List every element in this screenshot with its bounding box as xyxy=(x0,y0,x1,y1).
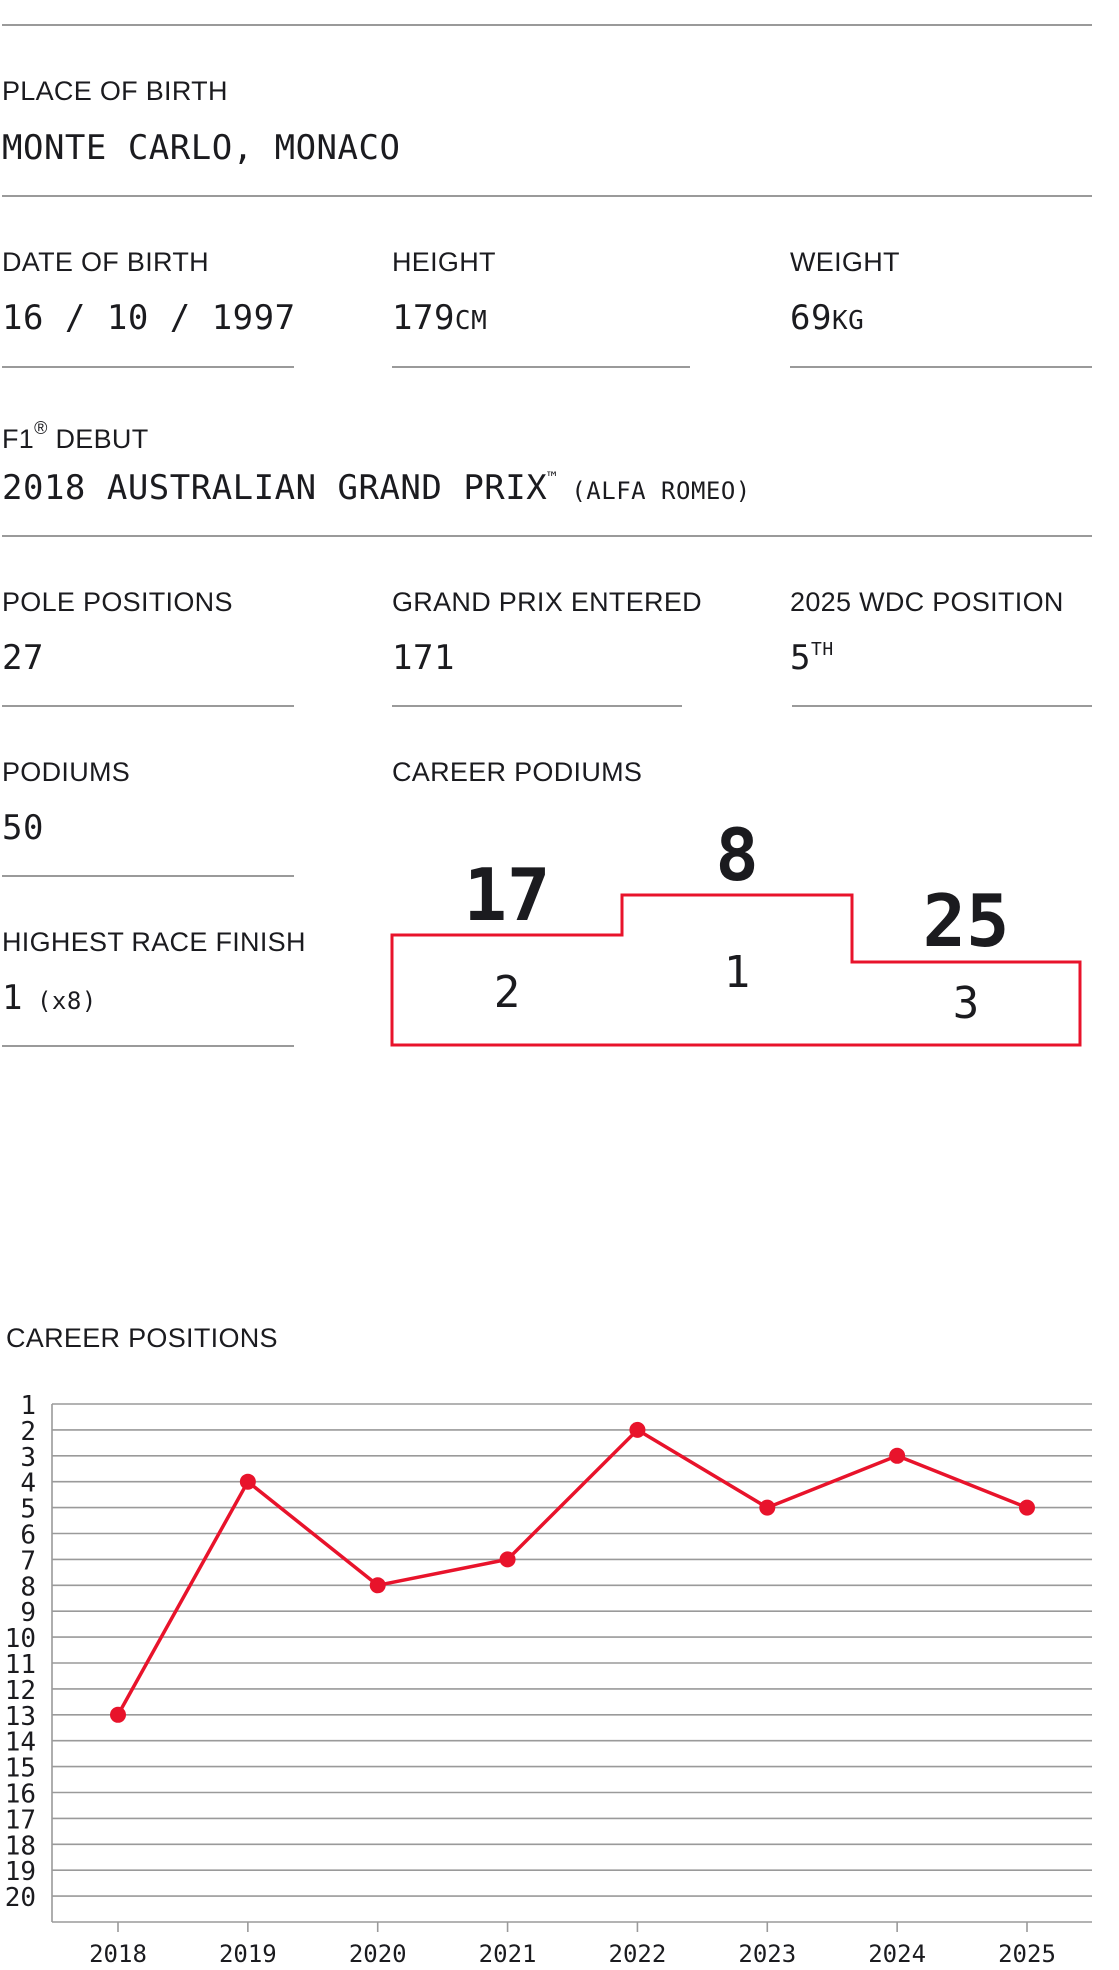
x-tick-label: 2021 xyxy=(479,1940,537,1968)
data-point xyxy=(499,1551,516,1568)
y-tick-label: 13 xyxy=(5,1702,36,1732)
place-of-birth-value: MONTE CARLO, MONACO xyxy=(2,128,401,168)
date-of-birth-label: DATE OF BIRTH xyxy=(2,247,209,277)
f1-debut-label: F1® DEBUT xyxy=(2,418,149,455)
data-point xyxy=(889,1447,906,1464)
wdc-position-suffix: TH xyxy=(810,639,834,660)
y-tick-label: 19 xyxy=(5,1857,36,1887)
f1-debut-label-suffix: DEBUT xyxy=(47,424,149,454)
height-unit: CM xyxy=(454,306,488,336)
divider-highest-race-finish xyxy=(2,1045,294,1047)
career-positions-title: CAREER POSITIONS xyxy=(6,1323,278,1353)
divider-top xyxy=(2,24,1092,26)
wdc-position-label: 2025 WDC POSITION xyxy=(790,587,1064,617)
y-tick-label: 14 xyxy=(5,1728,36,1758)
wdc-position-number: 5 xyxy=(790,638,811,678)
data-point xyxy=(1019,1499,1035,1516)
y-tick-label: 3 xyxy=(20,1443,36,1473)
podium-first-count: 8 xyxy=(715,813,758,897)
grand-prix-entered-label: GRAND PRIX ENTERED xyxy=(392,587,702,617)
divider-weight xyxy=(790,366,1092,368)
podium-third-count: 25 xyxy=(923,879,1010,963)
place-of-birth-label: PLACE OF BIRTH xyxy=(2,76,228,106)
y-tick-label: 11 xyxy=(5,1650,36,1680)
y-tick-label: 15 xyxy=(5,1754,36,1784)
weight-unit: KG xyxy=(831,306,865,336)
x-tick-label: 2020 xyxy=(349,1940,407,1968)
series-line xyxy=(116,1428,1028,1716)
pole-positions-value: 27 xyxy=(2,638,44,678)
y-tick-label: 10 xyxy=(5,1624,36,1654)
y-tick-label: 7 xyxy=(20,1546,36,1576)
divider-podiums xyxy=(2,875,294,877)
podium-second-count: 17 xyxy=(464,853,551,937)
y-tick-label: 6 xyxy=(20,1521,36,1551)
height-number: 179 xyxy=(392,298,455,338)
x-tick-label: 2024 xyxy=(868,1940,926,1968)
weight-number: 69 xyxy=(790,298,832,338)
data-point xyxy=(759,1499,776,1516)
divider-f1-debut xyxy=(2,535,1092,537)
y-tick-label: 2 xyxy=(20,1417,36,1447)
trademark-mark: ™ xyxy=(547,468,558,487)
y-tick-label: 18 xyxy=(5,1831,36,1861)
wdc-position-value: 5TH xyxy=(790,638,834,678)
x-tick-label: 2025 xyxy=(998,1940,1056,1968)
y-tick-label: 4 xyxy=(20,1469,36,1499)
y-tick-label: 17 xyxy=(5,1805,36,1835)
divider-place-of-birth xyxy=(2,195,1092,197)
f1-debut-team: (ALFA ROMEO) xyxy=(571,477,751,505)
y-tick-label: 16 xyxy=(5,1780,36,1810)
data-point xyxy=(110,1706,126,1723)
divider-date-of-birth xyxy=(2,366,294,368)
y-tick-label: 20 xyxy=(5,1883,36,1913)
y-tick-label: 9 xyxy=(20,1598,36,1628)
divider-wdc-position xyxy=(792,705,1092,707)
y-tick-label: 5 xyxy=(20,1495,36,1525)
registered-mark: ® xyxy=(34,418,48,438)
podium-outline xyxy=(390,893,1082,1047)
height-label: HEIGHT xyxy=(392,247,496,277)
weight-label: WEIGHT xyxy=(790,247,900,277)
highest-race-finish-number: 1 xyxy=(2,978,23,1018)
f1-debut-label-prefix: F1 xyxy=(2,424,35,454)
data-point xyxy=(369,1577,386,1594)
grand-prix-entered-value: 171 xyxy=(392,638,455,678)
f1-debut-race: 2018 AUSTRALIAN GRAND PRIX xyxy=(2,468,548,508)
weight-value: 69KG xyxy=(790,298,864,338)
x-tick-label: 2023 xyxy=(738,1940,796,1968)
divider-grand-prix-entered xyxy=(392,705,682,707)
x-tick-label: 2018 xyxy=(89,1940,147,1968)
podium-third-place: 3 xyxy=(953,978,980,1029)
height-value: 179CM xyxy=(392,298,487,338)
date-of-birth-value: 16 / 10 / 1997 xyxy=(2,298,296,338)
podium-second-place: 2 xyxy=(494,967,521,1018)
f1-debut-value: 2018 AUSTRALIAN GRAND PRIX™ (ALFA ROMEO) xyxy=(2,468,751,508)
divider-pole-positions xyxy=(2,705,294,707)
career-podiums-graphic: 17 8 25 2 1 3 xyxy=(390,813,1082,1047)
y-tick-label: 8 xyxy=(20,1572,36,1602)
x-tick-label: 2022 xyxy=(609,1940,667,1968)
podiums-label: PODIUMS xyxy=(2,757,131,787)
career-podiums-label: CAREER PODIUMS xyxy=(392,757,643,787)
highest-race-finish-count: (x8) xyxy=(36,987,97,1015)
data-point xyxy=(239,1473,256,1490)
highest-race-finish-value: 1 (x8) xyxy=(2,978,97,1018)
data-point xyxy=(629,1421,646,1438)
highest-race-finish-label: HIGHEST RACE FINISH xyxy=(2,927,306,957)
y-tick-label: 1 xyxy=(20,1391,36,1421)
podiums-value: 50 xyxy=(2,808,44,848)
y-tick-label: 12 xyxy=(5,1676,36,1706)
pole-positions-label: POLE POSITIONS xyxy=(2,587,233,617)
x-tick-label: 2019 xyxy=(219,1940,277,1968)
podium-first-place: 1 xyxy=(724,947,751,998)
divider-height xyxy=(392,366,690,368)
